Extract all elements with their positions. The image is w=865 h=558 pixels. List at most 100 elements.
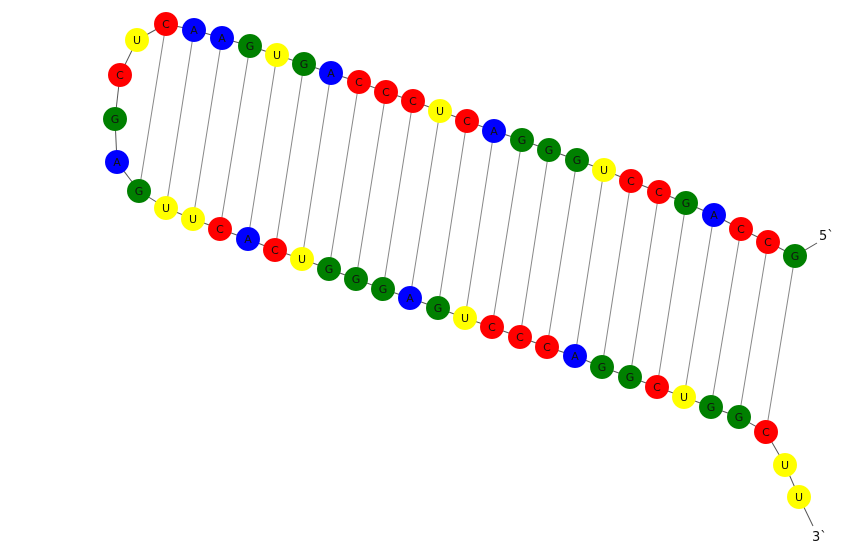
- nucleotide-label: U: [795, 491, 803, 504]
- nucleotide-circle: [401, 89, 425, 113]
- nucleotide-label: U: [273, 49, 281, 62]
- nucleotide-label: G: [434, 302, 443, 315]
- nucleotide-circle: [181, 207, 205, 231]
- nucleotide-label: C: [627, 175, 635, 188]
- nucleotide-circle: [347, 70, 371, 94]
- base-pair-line: [656, 202, 687, 388]
- nucleotide-label: A: [113, 156, 121, 169]
- base-pair-line: [710, 228, 742, 408]
- base-pair-line: [165, 29, 195, 209]
- nucleotide: G: [344, 267, 368, 291]
- nucleotide-label: C: [762, 426, 770, 439]
- nucleotide: U: [773, 453, 797, 477]
- nucleotide-label: U: [781, 459, 789, 472]
- base-pair-lines: [138, 23, 796, 433]
- nucleotide-label: C: [764, 236, 772, 249]
- nucleotide: U: [428, 99, 452, 123]
- nucleotide-circle: [727, 405, 751, 429]
- nucleotide: C: [108, 63, 132, 87]
- nucleotide-label: G: [573, 154, 582, 167]
- nucleotide: C: [208, 217, 232, 241]
- nucleotide: G: [103, 107, 127, 131]
- nucleotide-label: A: [218, 32, 226, 45]
- base-pair-line: [274, 63, 305, 251]
- nucleotide-label: C: [271, 244, 279, 257]
- nucleotide: C: [455, 109, 479, 133]
- nucleotide-label: C: [409, 95, 417, 108]
- nucleotide-circle: [374, 80, 398, 104]
- nucleotide-label: A: [490, 125, 498, 138]
- nucleotide-circle: [344, 267, 368, 291]
- nucleotide-circle: [238, 34, 262, 58]
- nucleotide-label: G: [325, 263, 334, 276]
- nucleotide-circle: [674, 191, 698, 215]
- nucleotide: U: [592, 158, 616, 182]
- nucleotide-label: U: [600, 164, 608, 177]
- nucleotide-circle: [208, 217, 232, 241]
- nucleotide: G: [317, 257, 341, 281]
- nucleotide-label: A: [327, 67, 335, 80]
- nucleotide-label: C: [655, 186, 663, 199]
- nucleotide-circle: [535, 335, 559, 359]
- nucleotide-label: G: [791, 250, 800, 263]
- nucleotide-circle: [729, 217, 753, 241]
- nucleotide-label: U: [461, 312, 469, 325]
- nucleotide: C: [154, 12, 178, 36]
- nucleotide-label: C: [488, 321, 496, 334]
- nucleotide-label: C: [516, 331, 524, 344]
- base-pair-line: [219, 45, 251, 230]
- nucleotide-label: U: [680, 391, 688, 404]
- nucleotide-label: U: [133, 34, 141, 47]
- three-prime-label: 3`: [812, 530, 827, 545]
- nucleotide-circle: [773, 453, 797, 477]
- nucleotide: U: [672, 385, 696, 409]
- nucleotide-label: C: [116, 69, 124, 82]
- nucleotide: A: [182, 18, 206, 42]
- nucleotide: C: [401, 89, 425, 113]
- nucleotide: C: [619, 169, 643, 193]
- nucleotide-circle: [618, 365, 642, 389]
- nucleotide-label: U: [189, 213, 197, 226]
- nucleotide-circle: [317, 257, 341, 281]
- nucleotide-label: C: [653, 381, 661, 394]
- nucleotide-circle: [210, 26, 234, 50]
- nucleotide-circle: [537, 138, 561, 162]
- nucleotide: C: [756, 230, 780, 254]
- nucleotide-label: G: [598, 361, 607, 374]
- nucleotide-label: A: [406, 292, 414, 305]
- nucleotide-circle: [672, 385, 696, 409]
- nucleotide-label: C: [216, 223, 224, 236]
- nucleotide-label: C: [355, 76, 363, 89]
- backbone-lines: [114, 23, 818, 527]
- base-pair-line: [328, 81, 360, 270]
- nucleotide-label: C: [382, 86, 390, 99]
- nucleotide-label: G: [707, 401, 716, 414]
- nucleotide-circle: [783, 244, 807, 268]
- nucleotide: A: [482, 119, 506, 143]
- nucleotide-label: G: [545, 144, 554, 157]
- nucleotide-label: G: [111, 113, 120, 126]
- nucleotide-label: G: [626, 371, 635, 384]
- nucleotide: A: [105, 150, 129, 174]
- nucleotide: G: [238, 34, 262, 58]
- nucleotide-circle: [290, 247, 314, 271]
- nucleotide: G: [510, 128, 534, 152]
- nucleotide: G: [371, 277, 395, 301]
- nucleotide-circle: [265, 43, 289, 67]
- nucleotide-circle: [702, 203, 726, 227]
- nucleotide-label: G: [682, 197, 691, 210]
- nucleotide: U: [125, 28, 149, 52]
- nucleotide: G: [590, 355, 614, 379]
- base-pair-line: [464, 130, 495, 319]
- nucleotide: G: [783, 244, 807, 268]
- nucleotide-circle: [319, 61, 343, 85]
- nucleotide: G: [674, 191, 698, 215]
- base-pair-line: [629, 191, 660, 378]
- nucleotide: C: [535, 335, 559, 359]
- nucleotide-label: A: [190, 24, 198, 37]
- nucleotide-circle: [647, 180, 671, 204]
- nucleotide-label: G: [379, 283, 388, 296]
- nucleotide: U: [265, 43, 289, 67]
- nucleotide: G: [565, 148, 589, 172]
